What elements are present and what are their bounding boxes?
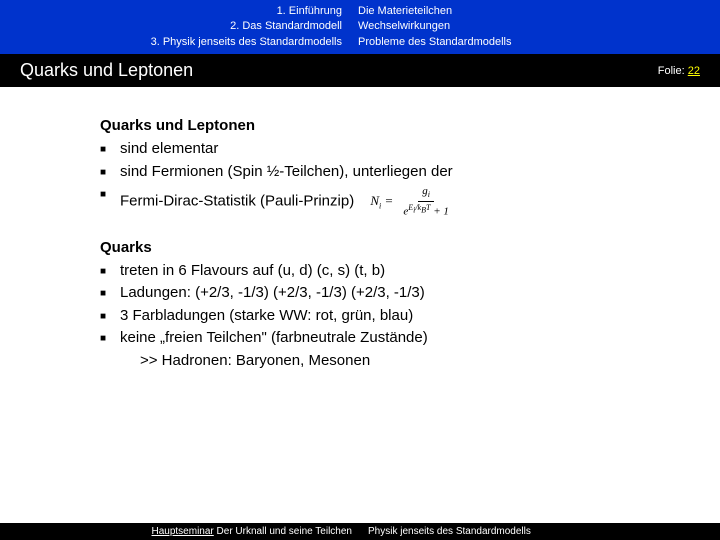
folie-label: Folie: — [658, 65, 685, 77]
header-right-3: Probleme des Standardmodells — [358, 35, 511, 50]
slide-title: Quarks und Leptonen — [20, 60, 193, 81]
section2-list: treten in 6 Flavours auf (u, d) (c, s) (… — [100, 260, 650, 373]
section1-list: sind elementar sind Fermionen (Spin ½-Te… — [100, 138, 650, 220]
top-header: 1. Einführung 2. Das Standardmodell 3. P… — [0, 0, 720, 54]
header-left-1: 1. Einführung — [0, 4, 342, 19]
header-left-2: 2. Das Standardmodell — [0, 19, 342, 34]
s2-item4-text: keine „freien Teilchen" (farbneutrale Zu… — [120, 329, 428, 346]
footer: Hauptseminar Der Urknall und seine Teilc… — [0, 523, 720, 540]
footer-right: Physik jenseits des Standardmodells — [360, 526, 531, 537]
header-right-col: Die Materieteilchen Wechselwirkungen Pro… — [350, 4, 511, 50]
s1-item3-text: Fermi-Dirac-Statistik (Pauli-Prinzip) — [120, 193, 354, 210]
s2-item3: 3 Farbladungen (starke WW: rot, grün, bl… — [100, 305, 650, 328]
section2-title: Quarks — [100, 239, 650, 256]
s2-extra: >> Hadronen: Baryonen, Mesonen — [120, 350, 650, 373]
footer-left-label: Hauptseminar — [152, 526, 214, 537]
slide-number: Folie: 22 — [658, 65, 700, 77]
s2-item2: Ladungen: (+2/3, -1/3) (+2/3, -1/3) (+2/… — [100, 282, 650, 305]
folie-num: 22 — [688, 65, 700, 77]
footer-left: Hauptseminar Der Urknall und seine Teilc… — [0, 526, 360, 537]
title-bar: Quarks und Leptonen Folie: 22 — [0, 54, 720, 87]
footer-left-text: Der Urknall und seine Teilchen — [214, 526, 352, 537]
formula: Ni = gi eEi/kBT + 1 — [370, 183, 453, 220]
s2-item4: keine „freien Teilchen" (farbneutrale Zu… — [100, 327, 650, 372]
header-left-col: 1. Einführung 2. Das Standardmodell 3. P… — [0, 4, 350, 50]
s1-item1: sind elementar — [100, 138, 650, 161]
header-right-2: Wechselwirkungen — [358, 19, 511, 34]
s2-item1: treten in 6 Flavours auf (u, d) (c, s) (… — [100, 260, 650, 283]
header-right-1: Die Materieteilchen — [358, 4, 511, 19]
content-area: Quarks und Leptonen sind elementar sind … — [0, 87, 720, 400]
section1-title: Quarks und Leptonen — [100, 117, 650, 134]
header-left-3: 3. Physik jenseits des Standardmodells — [0, 35, 342, 50]
s1-item3: Fermi-Dirac-Statistik (Pauli-Prinzip) Ni… — [100, 183, 650, 220]
s1-item2: sind Fermionen (Spin ½-Teilchen), unterl… — [100, 161, 650, 184]
